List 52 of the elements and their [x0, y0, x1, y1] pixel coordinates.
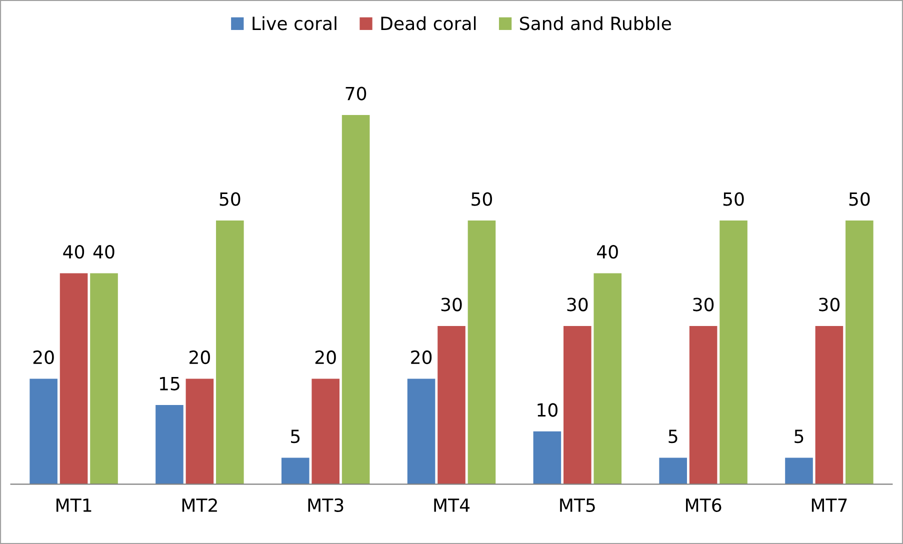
bar	[815, 326, 844, 484]
bar	[438, 326, 466, 484]
bar	[186, 378, 214, 484]
bar	[846, 220, 874, 484]
data-label: 20	[190, 350, 210, 364]
bar	[312, 378, 340, 484]
bar	[720, 220, 748, 484]
data-label: 70	[346, 86, 366, 100]
bar	[342, 115, 370, 484]
data-label: 50	[723, 192, 744, 206]
bar	[533, 431, 562, 484]
bar	[594, 273, 622, 484]
legend-label: Live coral	[252, 16, 336, 30]
legend-label: Sand and Rubble	[520, 16, 671, 30]
bar	[564, 326, 592, 484]
x-tick-label: MT2	[182, 498, 217, 512]
data-label: 10	[538, 403, 558, 417]
x-tick-label: MT3	[308, 498, 344, 512]
bar	[407, 378, 436, 484]
bar	[468, 220, 496, 484]
data-label: 30	[819, 298, 840, 312]
bar	[30, 378, 58, 484]
data-label: 5	[668, 430, 678, 444]
data-label: 50	[472, 192, 492, 206]
data-label: 20	[411, 350, 432, 364]
bar	[689, 326, 718, 484]
bar	[216, 220, 244, 484]
data-label: 30	[567, 298, 588, 312]
legend-label: Dead coral	[381, 16, 476, 30]
data-label: 5	[794, 430, 804, 444]
data-label: 30	[693, 298, 714, 312]
x-tick-label: MT4	[434, 498, 470, 512]
x-tick-label: MT1	[56, 498, 92, 512]
bar	[785, 458, 813, 484]
data-label: 20	[315, 350, 336, 364]
bar	[659, 458, 687, 484]
bar	[156, 405, 184, 484]
data-label: 50	[849, 192, 870, 206]
data-label: 5	[291, 430, 300, 444]
data-label: 40	[597, 244, 618, 259]
x-tick-label: MT5	[560, 498, 595, 512]
data-label: 20	[33, 350, 54, 364]
data-label: 30	[441, 298, 462, 312]
bar	[281, 458, 310, 484]
data-label: 40	[93, 244, 114, 259]
bar	[60, 273, 88, 484]
x-tick-label: MT6	[686, 498, 722, 512]
data-label: 40	[63, 244, 84, 259]
data-label: 50	[220, 192, 240, 206]
bar	[90, 273, 118, 484]
x-tick-label: MT7	[812, 498, 847, 512]
data-label: 15	[160, 377, 180, 390]
